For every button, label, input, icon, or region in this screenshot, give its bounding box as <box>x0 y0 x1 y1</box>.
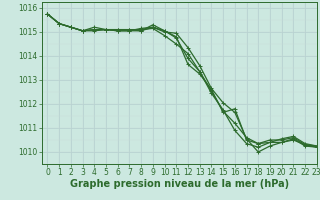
X-axis label: Graphe pression niveau de la mer (hPa): Graphe pression niveau de la mer (hPa) <box>70 179 289 189</box>
